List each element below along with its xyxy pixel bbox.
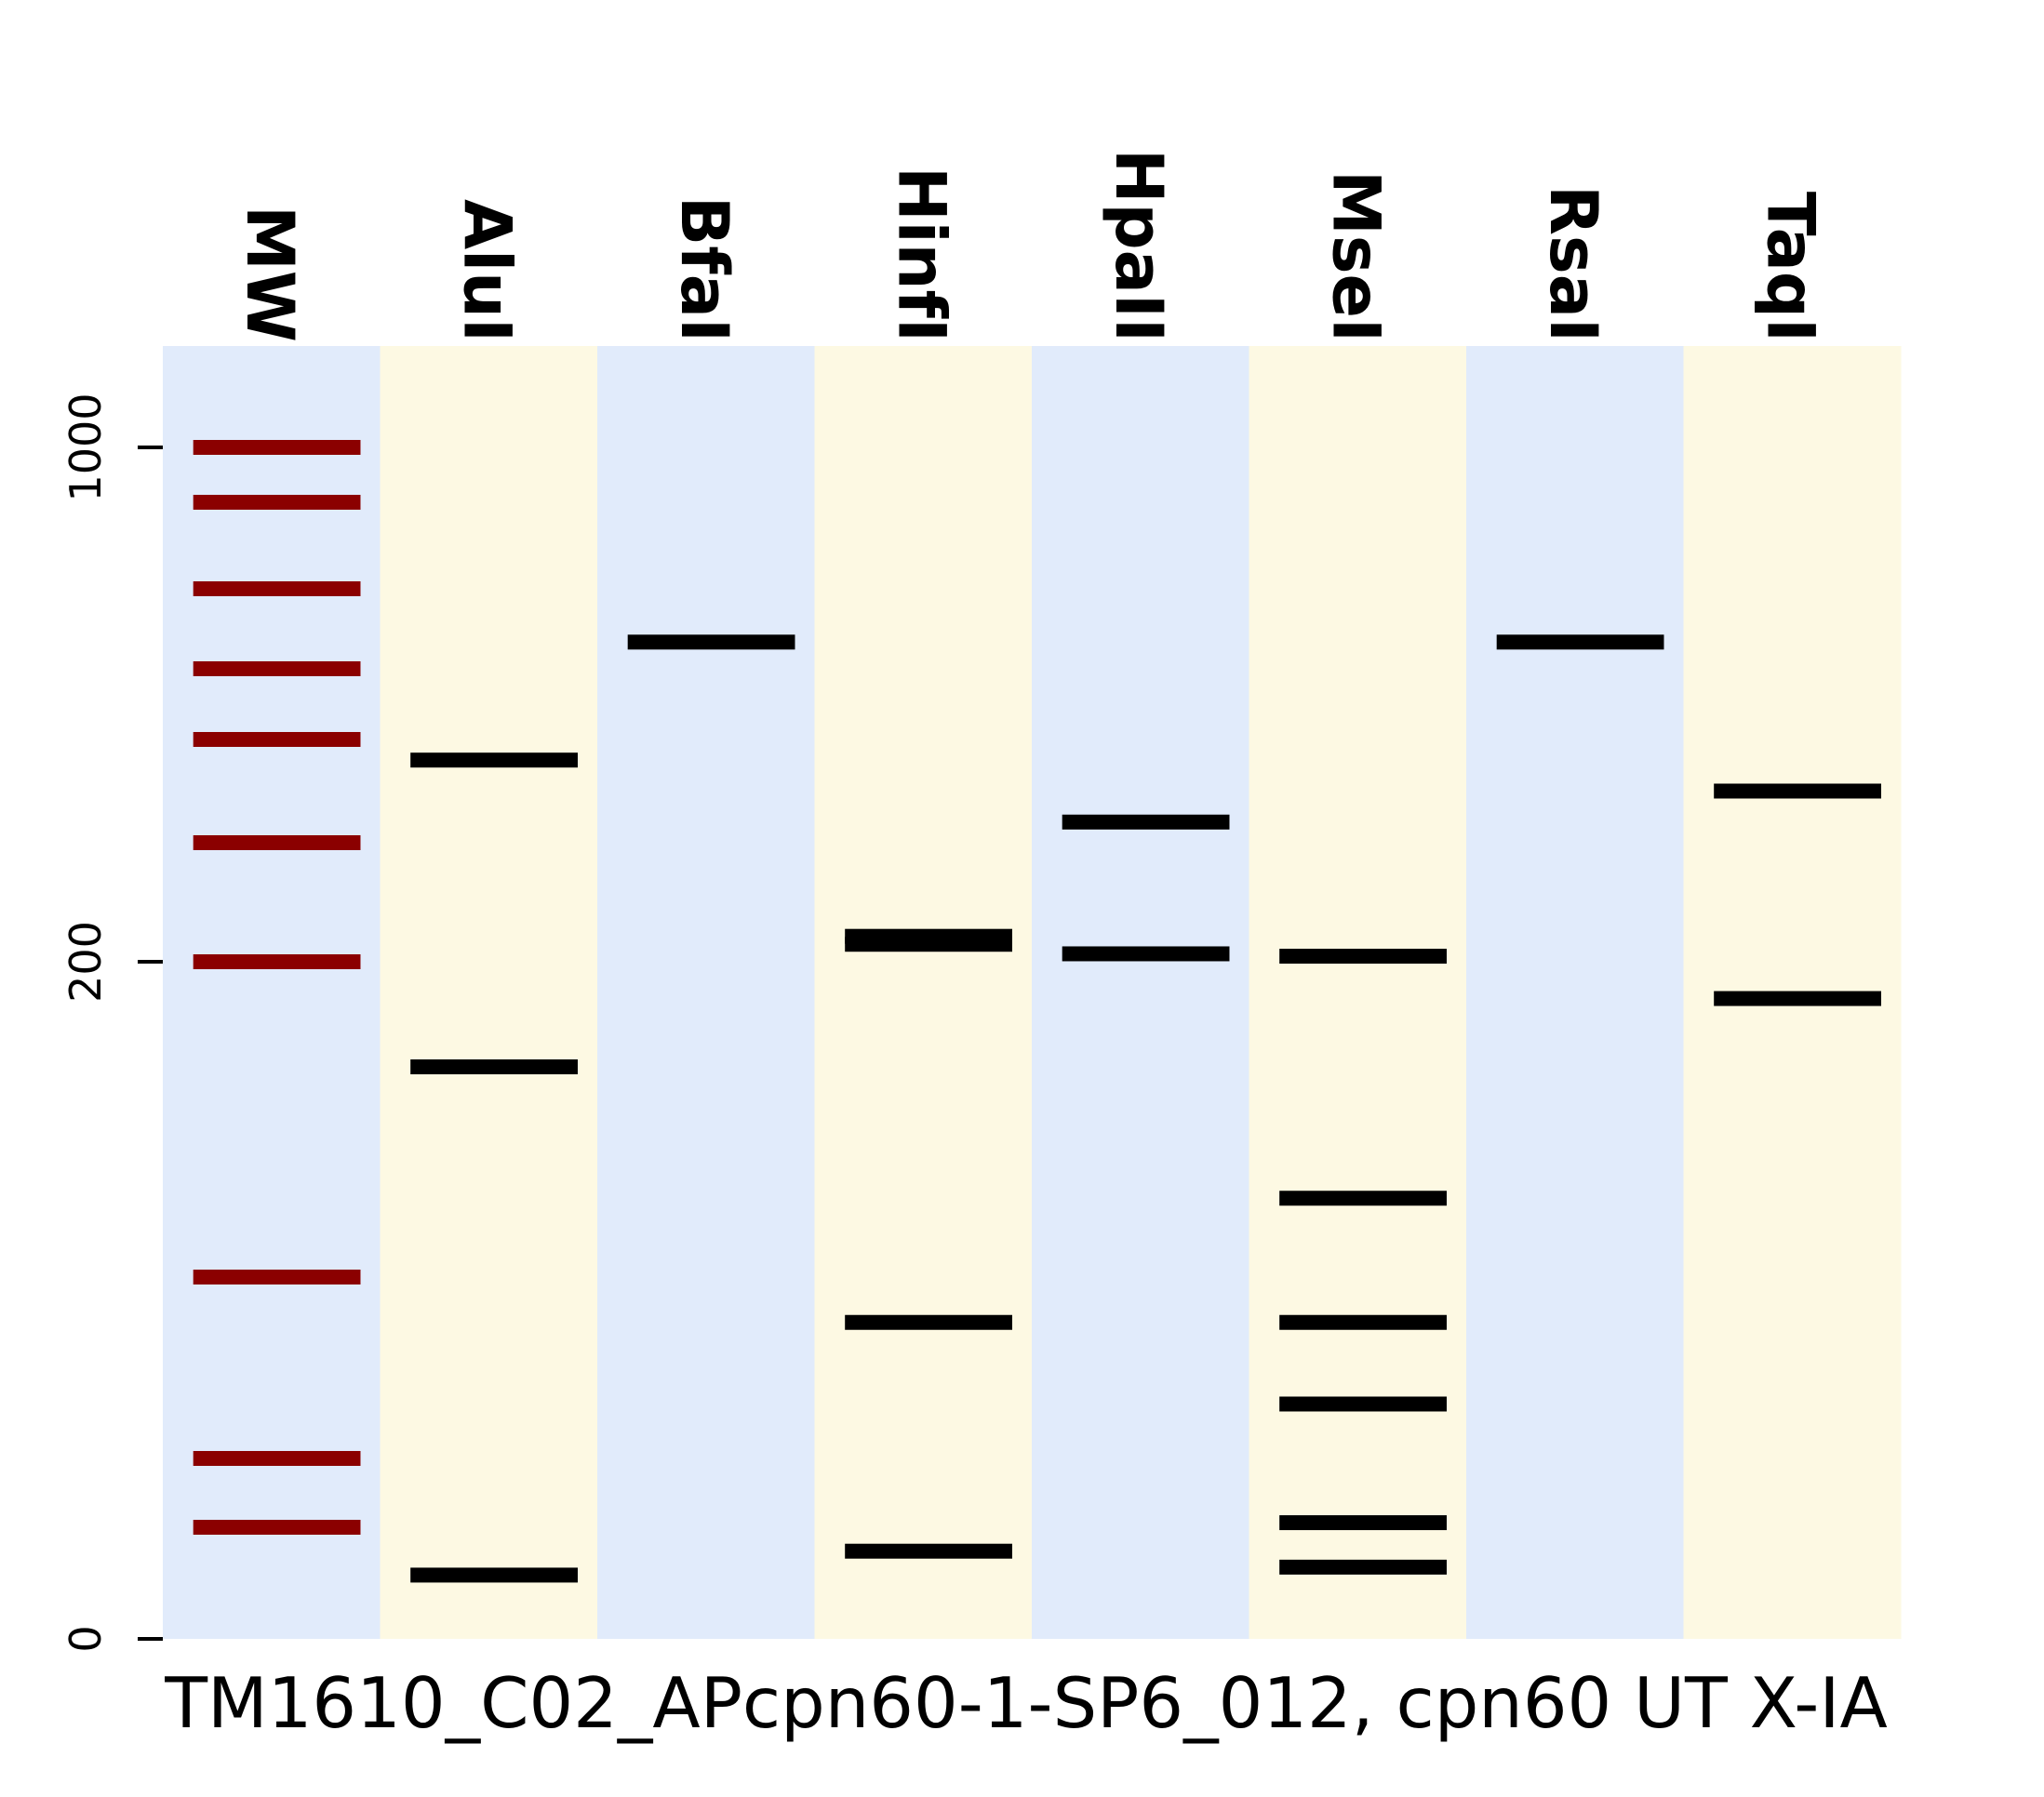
band-rsai-0 bbox=[1496, 634, 1664, 650]
band-mw-7 bbox=[193, 1270, 361, 1285]
lane-label-alui: AluI bbox=[448, 199, 525, 342]
band-alui-0 bbox=[410, 752, 578, 768]
lane-mw bbox=[163, 346, 381, 1639]
lane-msei bbox=[1249, 346, 1467, 1639]
band-msei-1 bbox=[1279, 1191, 1447, 1206]
y-axis: 1000 200 0 bbox=[60, 393, 163, 1653]
band-msei-0 bbox=[1279, 949, 1447, 965]
y-tick-label-0: 0 bbox=[60, 1625, 111, 1652]
lane-backgrounds bbox=[163, 346, 1902, 1639]
band-hpaii-0 bbox=[1062, 814, 1230, 830]
band-msei-5 bbox=[1279, 1559, 1447, 1575]
lane-alui bbox=[380, 346, 598, 1639]
band-mw-8 bbox=[193, 1451, 361, 1466]
lane-label-msei: MseI bbox=[1317, 170, 1394, 342]
lane-rsai bbox=[1466, 346, 1684, 1639]
x-axis-label: TM1610_C02_APcpn60-1-SP6_012, cpn60 UT X… bbox=[164, 1662, 1888, 1744]
band-alui-2 bbox=[410, 1567, 578, 1583]
band-taqi-0 bbox=[1714, 783, 1881, 799]
y-tick-label-200: 200 bbox=[60, 921, 111, 1003]
lane-hinfi bbox=[814, 346, 1033, 1639]
band-msei-2 bbox=[1279, 1314, 1447, 1330]
band-mw-4 bbox=[193, 732, 361, 747]
band-hinfi-2 bbox=[845, 1314, 1012, 1330]
lane-label-hpaii: HpaII bbox=[1101, 149, 1177, 342]
band-msei-3 bbox=[1279, 1396, 1447, 1412]
lane-labels: MW AluI BfaI HinfI HpaII MseI RsaI TaqI bbox=[232, 149, 1829, 342]
lane-bfai bbox=[597, 346, 815, 1639]
band-mw-3 bbox=[193, 661, 361, 676]
band-mw-5 bbox=[193, 835, 361, 850]
band-mw-0 bbox=[193, 440, 361, 455]
lane-label-rsai: RsaI bbox=[1535, 185, 1611, 342]
lane-label-mw: MW bbox=[232, 206, 308, 342]
band-hinfi-3 bbox=[845, 1543, 1012, 1559]
lane-hpaii bbox=[1032, 346, 1249, 1639]
band-bfai-0 bbox=[627, 634, 795, 650]
band-hpaii-1 bbox=[1062, 946, 1230, 962]
band-alui-1 bbox=[410, 1059, 578, 1074]
lane-label-bfai: BfaI bbox=[666, 196, 742, 342]
band-mw-2 bbox=[193, 581, 361, 596]
band-mw-6 bbox=[193, 954, 361, 969]
y-tick-label-1000: 1000 bbox=[60, 393, 111, 501]
band-mw-9 bbox=[193, 1520, 361, 1535]
lane-label-hinfi: HinfI bbox=[883, 166, 959, 342]
band-taqi-1 bbox=[1714, 991, 1881, 1006]
band-mw-1 bbox=[193, 495, 361, 510]
bands bbox=[193, 440, 1881, 1583]
band-hinfi-1 bbox=[845, 937, 1012, 952]
band-msei-4 bbox=[1279, 1515, 1447, 1531]
lane-label-taqi: TaqI bbox=[1752, 192, 1828, 342]
